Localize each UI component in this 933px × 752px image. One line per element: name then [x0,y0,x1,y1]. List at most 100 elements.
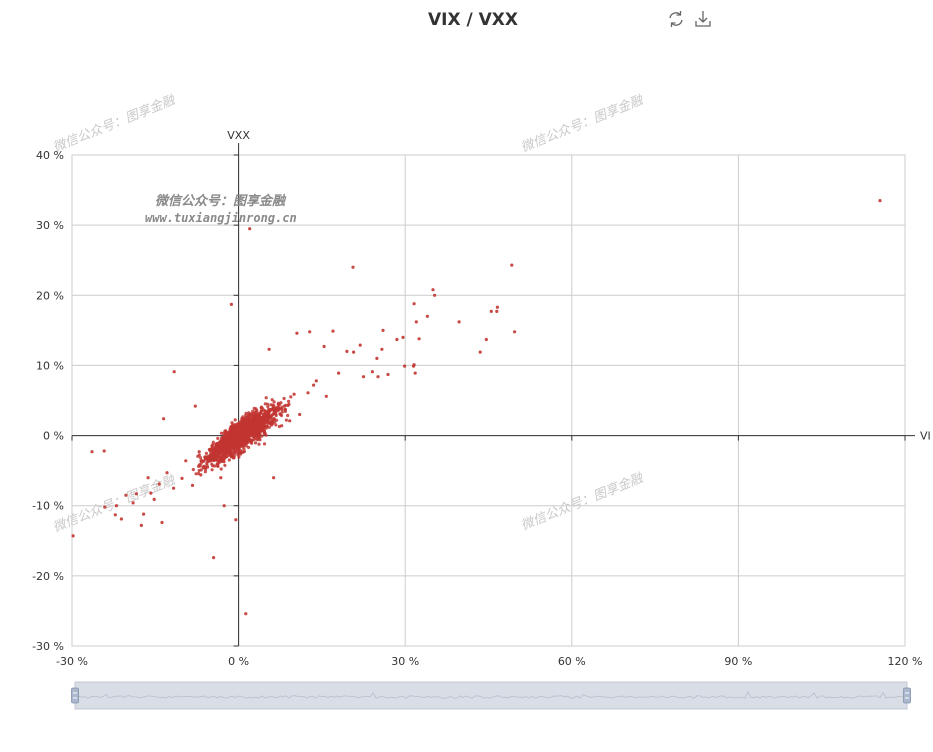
scatter-point [324,394,328,398]
scatter-point [232,427,236,431]
scatter-point [250,441,254,445]
scatter-point [222,504,226,508]
watermark-text: 微信公众号：图享金融 [519,469,647,533]
scatter-point [266,405,270,409]
scatter-point [345,349,349,353]
data-zoom-data-shadow [76,691,905,699]
scatter-point [262,442,267,446]
download-button[interactable] [695,11,711,27]
scatter-point [213,464,217,468]
scatter-point [280,407,284,411]
scatter-point [146,476,150,480]
scatter-point [292,392,296,396]
scatter-point [204,456,208,460]
scatter-point [245,428,249,432]
scatter-point [194,472,198,476]
scatter-point [286,413,290,418]
scatter-point [242,449,246,453]
scatter-point [223,440,227,444]
scatter-point [337,371,341,375]
scatter-point [238,452,243,456]
scatter-point [90,450,94,454]
scatter-point [215,462,219,466]
scatter-point [489,309,493,313]
scatter-point [256,433,260,437]
scatter-point [241,435,245,439]
scatter-point [219,476,223,480]
x-tick-label: 0 % [228,655,249,668]
x-axis-label: VI [920,430,931,443]
scatter-point [250,421,254,425]
scatter-point [204,451,208,455]
scatter-point [270,398,274,402]
scatter-point [225,437,230,441]
scatter-point [287,399,291,403]
scatter-point [199,456,203,460]
scatter-point [224,447,228,451]
y-tick-label: -20 % [32,570,64,583]
scatter-point [282,396,286,401]
scatter-point [244,411,248,415]
scatter-point [240,424,244,429]
scatter-point [352,350,356,354]
scatter-point [224,455,228,459]
data-zoom-slider[interactable] [71,681,911,710]
scatter-point [264,396,268,400]
scatter-point [157,482,161,486]
scatter-point [229,439,233,443]
scatter-point [257,413,261,417]
scatter-point [351,265,355,269]
scatter-point [212,556,216,560]
scatter-point [270,422,274,426]
scatter-point [258,438,262,442]
scatter-point [495,309,499,313]
data-zoom-track[interactable] [74,681,908,710]
scatter-point [275,418,279,422]
scatter-point [205,463,209,467]
scatter-point [251,416,256,420]
refresh-button[interactable] [669,11,683,27]
scatter-point [322,344,326,349]
scatter-point [211,440,215,444]
scatter-point [134,492,138,496]
scatter-point [282,404,287,408]
scatter-point [431,288,435,292]
scatter-point [242,431,246,435]
scatter-point [217,450,221,454]
scatter-point [264,411,268,415]
scatter-point [284,418,288,422]
scatter-point [252,426,256,430]
watermark-text: 微信公众号：图享金融 [51,471,179,535]
scatter-point [149,491,153,495]
scatter-point [232,455,236,460]
data-zoom-handle-right[interactable] [903,687,911,704]
scatter-point [267,425,271,429]
scatter-point [165,471,169,475]
scatter-point [289,395,293,399]
scatter-point [197,453,201,457]
scatter-point [223,463,227,467]
data-zoom-handle-left[interactable] [71,687,79,704]
scatter-point [276,408,281,412]
scatter-point [242,443,246,447]
scatter-point [412,302,416,306]
scatter-point [288,419,292,423]
scatter-point [236,434,240,438]
scatter-point [191,467,195,472]
scatter-point [266,402,270,406]
scatter-point [270,413,274,417]
scatter-point [395,337,399,342]
scatter-point [234,518,238,522]
scatter-point [263,413,267,417]
scatter-point [219,448,223,452]
scatter-point [280,424,284,428]
scatter-point [269,403,273,407]
scatter-point [878,199,882,203]
download-icon [695,11,711,27]
scatter-point [425,314,429,318]
scatter-point [269,416,273,420]
y-tick-label: 30 % [36,219,64,232]
scatter-point [226,430,230,435]
watermark-inline-line1: 微信公众号：图享金融 [155,193,287,209]
scatter-point [257,416,261,420]
